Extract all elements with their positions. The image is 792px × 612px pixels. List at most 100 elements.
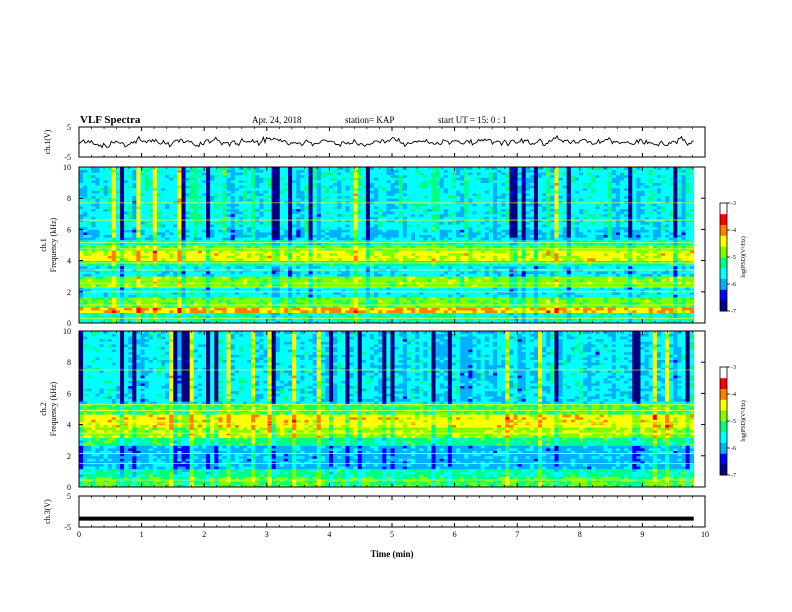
spectrogram-cell bbox=[562, 302, 568, 306]
spectrogram-cell bbox=[201, 297, 207, 300]
spectrogram-cell bbox=[320, 315, 326, 319]
spectrogram-cell bbox=[255, 260, 260, 264]
spectrogram-cell bbox=[665, 242, 670, 246]
spectrogram-cell bbox=[152, 294, 158, 298]
spectrogram-cell bbox=[402, 284, 408, 287]
spectrogram-cell bbox=[640, 258, 645, 261]
spectrogram-cell bbox=[497, 315, 502, 319]
spectrogram-cell bbox=[189, 286, 195, 290]
spectrogram-cell bbox=[570, 299, 576, 303]
spectrogram-cell bbox=[533, 258, 539, 261]
spectrogram-cell bbox=[111, 276, 117, 280]
spectrogram-cell bbox=[103, 237, 109, 241]
spectrogram-cell bbox=[656, 297, 662, 300]
spectrogram-cell bbox=[279, 286, 285, 290]
spectrogram-cell bbox=[238, 255, 244, 259]
spectrogram-cell bbox=[406, 245, 412, 248]
spectrogram-cell bbox=[369, 239, 375, 243]
spectrogram-cell bbox=[201, 310, 207, 313]
spectrogram-cell bbox=[644, 312, 650, 316]
spectrogram-cell bbox=[382, 284, 387, 287]
spectrogram-cell bbox=[529, 317, 535, 321]
spectrogram-cell bbox=[341, 312, 346, 316]
spectrogram-cell bbox=[681, 258, 686, 261]
spectrogram-cell bbox=[431, 304, 436, 308]
spectrogram-cell bbox=[173, 289, 178, 293]
spectrogram-cell bbox=[480, 276, 486, 280]
spectrogram-cell bbox=[656, 250, 662, 254]
spectrogram-cell bbox=[599, 276, 604, 280]
spectrogram-cell bbox=[222, 304, 227, 308]
spectrogram-cell bbox=[365, 245, 371, 248]
spectrogram-cell bbox=[160, 317, 166, 321]
spectrogram-cell bbox=[275, 286, 281, 290]
spectrogram-cell bbox=[341, 307, 346, 311]
spectrogram-cell bbox=[103, 271, 109, 274]
spectrogram-cell bbox=[456, 307, 461, 311]
spectrogram-cell bbox=[156, 310, 162, 313]
spectrogram-cell bbox=[636, 273, 641, 277]
spectrogram-cell bbox=[390, 271, 395, 274]
spectrogram-cell bbox=[316, 302, 322, 306]
spectrogram-cell bbox=[497, 278, 502, 282]
spectrogram-cell bbox=[525, 250, 531, 254]
spectrogram-cell bbox=[119, 255, 125, 259]
spectrogram-cell bbox=[410, 250, 416, 254]
spectrogram-cell bbox=[324, 245, 330, 248]
spectrogram-cell bbox=[247, 286, 252, 290]
spectrogram-cell bbox=[242, 252, 248, 256]
spectrogram-cell bbox=[320, 286, 326, 290]
spectrogram-cell bbox=[685, 291, 691, 295]
spectrogram-cell bbox=[492, 258, 498, 261]
spectrogram-cell bbox=[628, 307, 633, 311]
spectrogram-cell bbox=[333, 258, 338, 261]
spectrogram-cell bbox=[480, 294, 486, 298]
spectrogram-cell bbox=[341, 242, 346, 246]
spectrogram-cell bbox=[115, 239, 121, 243]
spectrogram-cell bbox=[669, 242, 674, 246]
spectrogram-cell bbox=[394, 286, 400, 290]
spectrogram-cell bbox=[226, 304, 232, 308]
spectrogram-cell bbox=[165, 258, 170, 261]
spectrogram-cell bbox=[456, 252, 461, 256]
spectrogram-cell bbox=[210, 286, 215, 290]
spectrogram-cell bbox=[624, 307, 629, 311]
spectrogram-cell bbox=[87, 315, 92, 319]
spectrogram-cell bbox=[460, 317, 465, 321]
spectrogram-cell bbox=[480, 263, 486, 267]
spectrogram-cell bbox=[492, 265, 498, 269]
spectrogram-cell bbox=[316, 297, 322, 300]
spectrogram-cell bbox=[144, 289, 150, 293]
spectrogram-cell bbox=[583, 307, 588, 311]
spectrogram-cell bbox=[349, 265, 354, 269]
spectrogram-cell bbox=[341, 260, 346, 264]
spectrogram-cell bbox=[304, 260, 309, 264]
spectrogram-cell bbox=[402, 278, 408, 282]
spectrogram-cell bbox=[464, 289, 469, 293]
spectrogram-cell bbox=[115, 284, 121, 287]
spectrogram-cell bbox=[591, 310, 596, 313]
spectrogram-cell bbox=[636, 297, 641, 300]
spectrogram-cell bbox=[333, 273, 338, 277]
spectrogram-cell bbox=[83, 317, 88, 321]
spectrogram-cell bbox=[341, 252, 346, 256]
spectrogram-cell bbox=[132, 271, 137, 274]
spectrogram-cell bbox=[431, 276, 436, 280]
spectrogram-cell bbox=[201, 284, 207, 287]
spectrogram-cell bbox=[99, 242, 104, 246]
spectrogram-cell bbox=[501, 289, 506, 293]
spectrogram-cell bbox=[451, 315, 457, 319]
spectrogram-cell bbox=[353, 304, 359, 308]
spectrogram-cell bbox=[525, 320, 531, 324]
spectrogram-cell bbox=[685, 255, 691, 259]
spectrogram-cell bbox=[87, 237, 92, 241]
spectrogram-cell bbox=[456, 294, 461, 298]
spectrogram-cell bbox=[267, 320, 273, 324]
spectrogram-cell bbox=[91, 289, 96, 293]
spectrogram-cell bbox=[119, 307, 125, 311]
spectrogram-cell bbox=[390, 320, 395, 324]
spectrogram-cell bbox=[443, 252, 449, 256]
spectrogram-cell bbox=[505, 255, 510, 259]
spectrogram-cell bbox=[509, 250, 514, 254]
spectrogram-cell bbox=[689, 291, 695, 295]
